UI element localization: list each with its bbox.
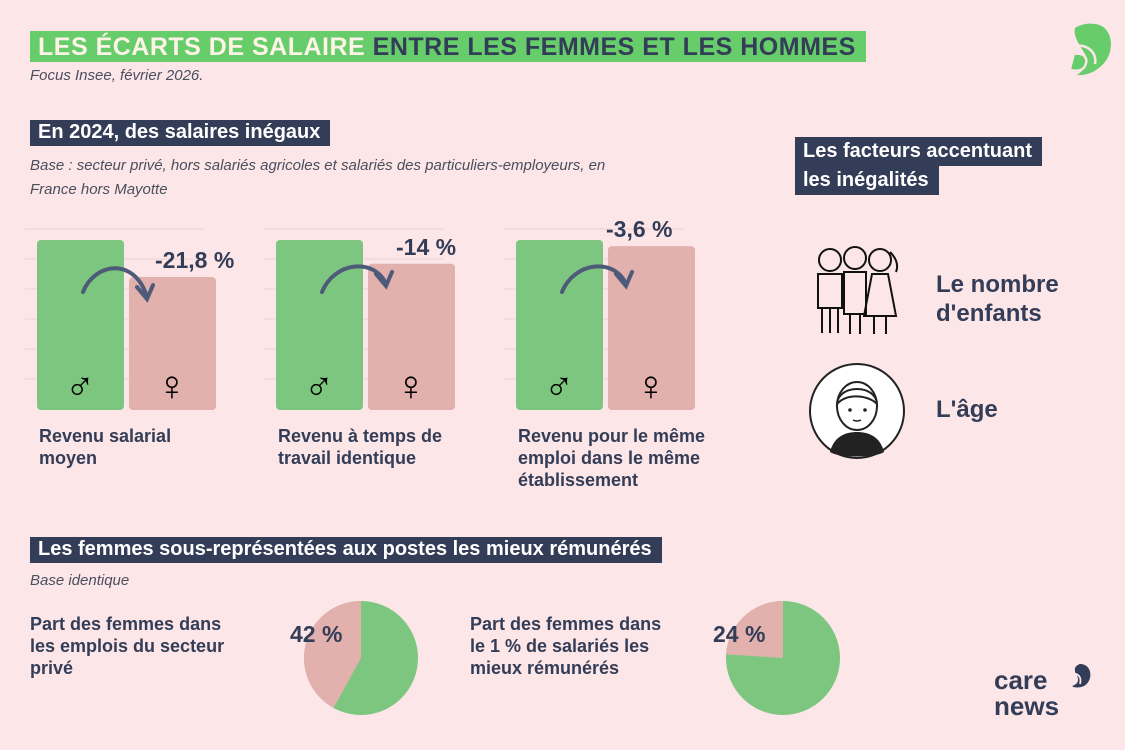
bar-men [516, 240, 603, 410]
caption-line: emploi dans le même [518, 448, 701, 468]
caption-line: les emplois du secteur [30, 636, 225, 656]
arrowhead-icon [374, 270, 394, 290]
bar-chart-caption: Revenu pour le même emploi dans le même ét… [518, 425, 705, 491]
caption-line: travail identique [278, 448, 417, 468]
bar-chart-1: ♂ ♀ [25, 228, 216, 410]
section2-heading: Les femmes sous-représentées aux postes … [30, 537, 662, 563]
logo-line1: care [994, 665, 1048, 695]
pie-value-label: 24 % [713, 621, 766, 647]
caption-line: mieux rémunérés [470, 658, 620, 678]
gap-label: -3,6 % [606, 216, 673, 243]
bar-chart-3: ♂ ♀ [504, 228, 695, 410]
caption-line: Part des femmes dans [470, 614, 662, 634]
factor-children-line1: Le nombre [936, 271, 1059, 298]
bar-women [368, 263, 455, 410]
carenews-wave-icon [1071, 664, 1091, 688]
bar-women [608, 246, 695, 410]
section1-base-line1: Base : secteur privé, hors salariés agri… [30, 157, 606, 174]
pie-chart-2 [726, 601, 840, 715]
bar-chart-2: ♂ ♀ [264, 228, 455, 410]
caption-line: Revenu à temps de [278, 426, 443, 446]
arrow-icon [81, 266, 149, 300]
arrow-icon [320, 264, 388, 294]
gap-label: -14 % [396, 233, 457, 260]
pie-value-label: 42 % [290, 621, 343, 647]
arrow-icon [560, 264, 628, 294]
female-symbol-icon: ♀ [156, 362, 188, 409]
pie-chart-1 [304, 601, 418, 715]
factors-heading-line2: les inégalités [795, 166, 939, 195]
carenews-logo: care news [994, 667, 1059, 719]
source: Focus Insee, février 2026. [30, 67, 204, 84]
caption-line: Revenu pour le même [518, 426, 706, 446]
logo-line2: news [994, 691, 1060, 721]
male-symbol-icon: ♂ [304, 365, 334, 409]
page-title: LES ÉCARTS DE SALAIRE ENTRE LES FEMMES E… [30, 31, 866, 62]
caption-line: Part des femmes dans [30, 614, 222, 634]
bar-chart-caption: Revenu salarial moyen [39, 425, 171, 469]
factor-children-line2: d'enfants [936, 300, 1042, 327]
title-part1: LES ÉCARTS DE SALAIRE [38, 33, 366, 61]
woman-face-icon [809, 363, 905, 459]
male-symbol-icon: ♂ [65, 365, 95, 409]
pie-slice-women [726, 601, 783, 658]
pie-slice-women [304, 601, 361, 708]
male-symbol-icon: ♂ [544, 365, 574, 409]
brand-logo-icon [1070, 23, 1111, 76]
title-part2: ENTRE LES FEMMES ET LES HOMMES [372, 33, 856, 61]
caption-line: le 1 % de salariés les [470, 636, 650, 656]
gap-label: -21,8 % [155, 247, 235, 274]
factor-age: L'âge [936, 396, 998, 423]
pie-caption: Part des femmes dans le 1 % de salariés l… [470, 613, 661, 679]
bar-men [37, 240, 124, 410]
bar-men [276, 240, 363, 410]
female-symbol-icon: ♀ [395, 362, 427, 409]
caption-line: privé [30, 658, 74, 678]
children-group-icon [817, 246, 899, 334]
factors-heading-line1: Les facteurs accentuant [795, 137, 1042, 166]
caption-line: Revenu salarial [39, 426, 172, 446]
section2-base: Base identique [30, 572, 130, 589]
caption-line: établissement [518, 470, 639, 490]
pie-caption: Part des femmes dans les emplois du secte… [30, 613, 224, 679]
bar-chart-caption: Revenu à temps de travail identique [278, 425, 442, 469]
female-symbol-icon: ♀ [635, 362, 667, 409]
section1-base-line2: France hors Mayotte [30, 181, 168, 198]
arrowhead-icon [614, 270, 634, 290]
bar-women [129, 277, 216, 410]
caption-line: moyen [39, 448, 98, 468]
section1-heading: En 2024, des salaires inégaux [30, 120, 331, 146]
arrowhead-icon [135, 283, 155, 303]
